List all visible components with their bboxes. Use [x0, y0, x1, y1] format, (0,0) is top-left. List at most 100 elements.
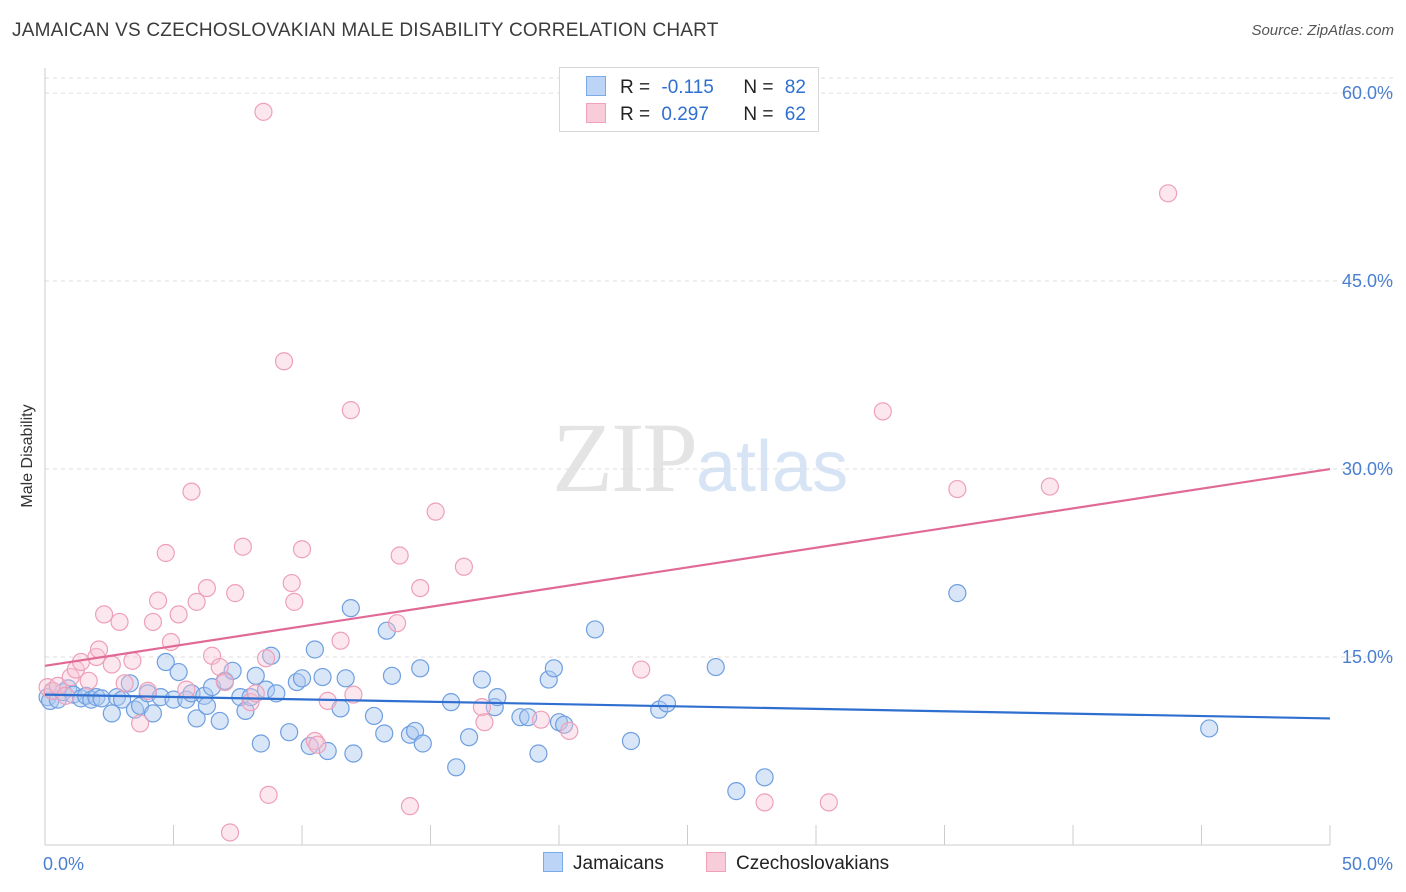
czechoslovakian-point: [341, 401, 360, 420]
legend-r-value: -0.115: [661, 77, 714, 98]
czechoslovakian-point: [89, 640, 109, 659]
czechoslovakian-point: [79, 671, 98, 690]
czechoslovakian-point: [115, 674, 134, 693]
chart-title: JAMAICAN VS CZECHOSLOVAKIAN MALE DISABIL…: [12, 20, 719, 41]
jamaican-point: [169, 662, 188, 682]
jamaican-point: [375, 724, 394, 743]
jamaican-point: [539, 670, 558, 689]
czechoslovakian-point: [454, 557, 474, 576]
jamaican-point: [336, 669, 355, 688]
jamaican-point: [544, 659, 563, 678]
czechoslovakian-point: [274, 352, 294, 371]
jamaican-point: [120, 674, 139, 693]
bottom-legend-label: Czechoslovakians: [736, 853, 890, 874]
watermark-atlas: atlas: [696, 427, 849, 507]
czechoslovakian-point: [95, 605, 114, 624]
czechoslovakian-point: [254, 102, 273, 121]
czechoslovakian-point: [210, 657, 229, 677]
jamaican-point: [411, 659, 430, 678]
czechoslovakian-point: [1040, 477, 1059, 496]
czechoslovakian-point: [873, 402, 892, 421]
watermark: ZIPatlas: [552, 400, 848, 515]
jamaican-point: [280, 723, 299, 742]
jamaican-point: [447, 758, 466, 777]
legend-r-label: R =: [620, 104, 651, 125]
jamaican-point: [313, 667, 332, 687]
jamaican-point: [143, 704, 163, 723]
jamaican-point: [657, 694, 677, 713]
czechoslovakian-point: [143, 612, 163, 632]
bottom-legend-label: Jamaicans: [573, 853, 664, 874]
jamaican-point: [948, 584, 967, 603]
jamaican-point: [251, 734, 270, 753]
czechoslovakian-point: [197, 578, 217, 598]
jamaican-point: [459, 728, 479, 747]
x-tick-label-start: 0.0%: [43, 854, 84, 874]
watermark-zip: ZIP: [552, 402, 698, 513]
legend-n-value: 62: [784, 104, 806, 125]
czechoslovakian-point: [411, 578, 430, 598]
jamaican-point: [292, 669, 312, 688]
jamaican-point: [318, 741, 337, 761]
czechoslovakian-point: [215, 672, 234, 692]
czechoslovakian-point: [187, 592, 206, 611]
legend-row-czechoslovakians: R = 0.297 N = 62: [586, 103, 806, 126]
czechoslovakian-point: [308, 735, 327, 754]
czechoslovakian-point: [177, 680, 196, 699]
legend-r-value: 0.297: [661, 104, 709, 125]
bottom-legend-jamaicans: Jamaicans: [543, 852, 664, 875]
jamaican-point: [164, 690, 183, 709]
jamaican-point: [102, 704, 121, 723]
jamaican-point: [187, 709, 206, 728]
y-tick-label: 30.0%: [1342, 459, 1393, 479]
jamaican-trend-line: [44, 693, 1331, 720]
bottom-legend-swatch-blue: [543, 852, 563, 872]
czechoslovakian-point: [1158, 184, 1178, 203]
czechoslovakian-point: [475, 713, 494, 732]
jamaican-point: [236, 701, 255, 721]
x-tick-label-end: 50.0%: [1342, 854, 1393, 874]
czechoslovakian-point: [285, 592, 304, 611]
czechoslovakian-point: [282, 573, 301, 593]
czechoslovakian-point: [220, 823, 240, 842]
czechoslovakian-point: [226, 584, 245, 603]
legend-n-label: N =: [743, 104, 774, 125]
czechoslovakian-point: [948, 479, 967, 499]
legend-n-label: N =: [743, 77, 774, 98]
czechoslovakian-trend-line: [44, 467, 1331, 667]
czechoslovakian-point: [426, 502, 445, 521]
jamaican-point: [262, 646, 281, 665]
czechoslovakian-point: [632, 660, 651, 679]
jamaican-point: [377, 621, 396, 640]
czechoslovakian-point: [130, 714, 150, 733]
czechoslovakian-point: [148, 591, 168, 610]
legend-row-jamaicans: R = -0.115 N = 82: [586, 76, 806, 99]
czechoslovakian-point: [331, 631, 350, 650]
jamaican-point: [267, 684, 286, 703]
legend-swatch-blue: [586, 76, 606, 96]
jamaican-point: [156, 652, 175, 672]
czechoslovakian-point: [819, 793, 838, 812]
jamaican-point: [341, 599, 360, 618]
jamaican-point: [413, 734, 432, 753]
jamaican-point: [305, 640, 324, 659]
y-tick-label: 15.0%: [1342, 647, 1393, 667]
jamaican-point: [529, 744, 548, 763]
czechoslovakian-point: [102, 655, 121, 674]
jamaican-point: [755, 768, 774, 787]
bottom-legend-czechoslovakians: Czechoslovakians: [706, 852, 889, 875]
legend-n-value: 82: [784, 77, 806, 98]
jamaican-point: [585, 620, 605, 639]
jamaican-point: [511, 708, 530, 727]
jamaican-point: [197, 696, 217, 715]
czechoslovakian-point: [259, 785, 278, 804]
czechoslovakian-point: [138, 681, 157, 700]
y-tick-label: 60.0%: [1342, 83, 1393, 103]
czechoslovakian-point: [182, 482, 201, 501]
bottom-legend-swatch-pink: [706, 852, 726, 872]
y-tick-label: 45.0%: [1342, 271, 1393, 291]
czechoslovakian-point: [123, 651, 142, 670]
czechoslovakian-point: [110, 612, 129, 632]
czechoslovakian-point: [390, 546, 409, 565]
